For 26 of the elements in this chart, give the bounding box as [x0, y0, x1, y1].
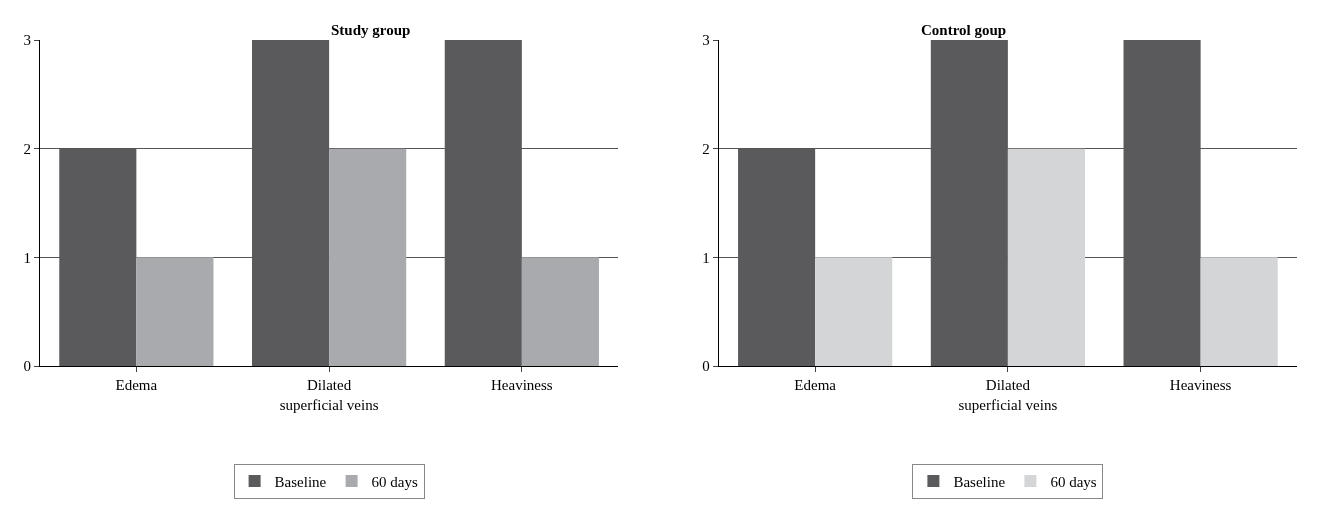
bar	[1200, 257, 1278, 366]
legend-label: 60 days	[1050, 473, 1097, 490]
legend-label: 60 days	[371, 473, 419, 490]
y-tick-label: 0	[702, 358, 710, 375]
y-tick-label: 3	[23, 32, 31, 49]
x-tick-label: Heaviness	[1169, 377, 1232, 393]
bar	[815, 257, 893, 366]
y-tick-label: 3	[702, 32, 710, 49]
bar	[521, 257, 599, 366]
x-tick-label: Dilated superficial veins	[279, 377, 379, 413]
y-tick-label: 2	[702, 140, 710, 157]
x-tick-label: Heaviness	[491, 377, 553, 393]
y-tick-label: 2	[23, 140, 31, 157]
legend-label: Baseline	[274, 473, 327, 490]
y-tick-label: 1	[23, 249, 31, 266]
bar	[136, 257, 214, 366]
x-tick-label: Dilated superficial veins	[958, 377, 1058, 413]
x-tick-label: Edema	[115, 377, 158, 393]
y-tick-label: 1	[702, 249, 710, 266]
chart-title: Study group	[331, 22, 411, 38]
bar	[1007, 148, 1085, 366]
x-tick-label: Edema	[794, 377, 837, 393]
legend-label: Baseline	[953, 473, 1006, 490]
y-tick-label: 0	[23, 358, 31, 375]
chart-title: Control goup	[921, 22, 1007, 38]
bar	[329, 148, 407, 366]
